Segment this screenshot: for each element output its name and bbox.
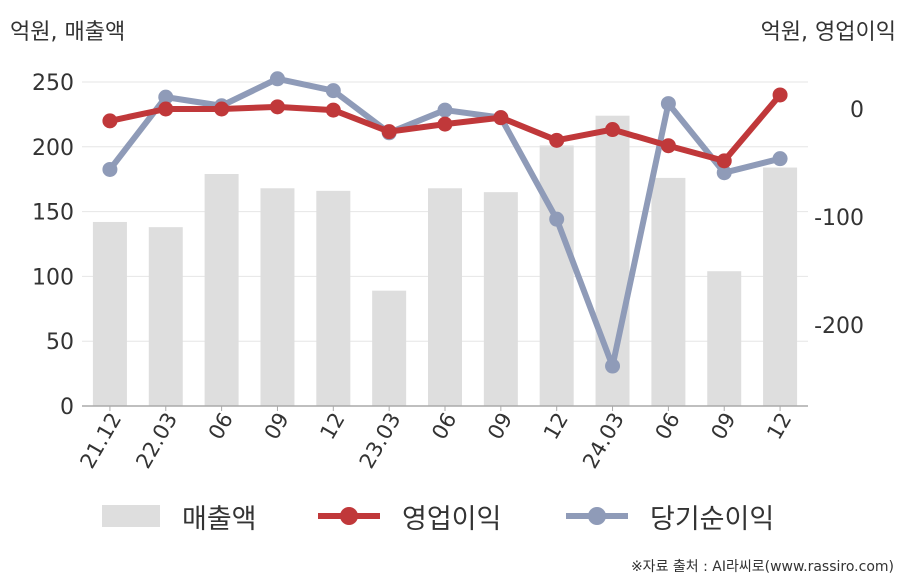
bar-revenue xyxy=(372,290,407,406)
point-operating-profit xyxy=(269,99,285,115)
right-tick-label: -100 xyxy=(814,206,864,231)
legend-item-net-income: 당기순이익 xyxy=(566,494,774,538)
x-tick-label: 09 xyxy=(260,409,294,444)
left-tick-label: 150 xyxy=(32,201,74,226)
bar-revenue xyxy=(316,190,351,406)
axes xyxy=(82,405,808,411)
legend-label-operating-profit: 영업이익 xyxy=(402,503,502,535)
point-net-income xyxy=(269,71,285,87)
point-operating-profit xyxy=(437,116,453,132)
point-operating-profit xyxy=(772,87,788,103)
x-tick-label: 09 xyxy=(706,409,740,444)
bar-revenue xyxy=(483,192,518,406)
point-net-income xyxy=(660,96,676,112)
point-net-income xyxy=(605,358,621,374)
point-operating-profit xyxy=(660,138,676,154)
legend-swatch-revenue xyxy=(102,505,160,527)
right-tick-label: 0 xyxy=(850,98,864,123)
point-operating-profit xyxy=(214,101,230,117)
left-tick-label: 100 xyxy=(32,265,74,290)
legend-item-operating-profit: 영업이익 xyxy=(318,494,501,538)
legend-label-revenue: 매출액 xyxy=(182,503,257,535)
x-tick-label: 06 xyxy=(204,409,238,444)
point-operating-profit xyxy=(716,153,732,169)
point-net-income xyxy=(437,102,453,118)
bar-revenue xyxy=(707,271,742,406)
point-operating-profit xyxy=(381,124,397,140)
x-tick-label: 06 xyxy=(427,409,461,444)
legend-swatch-operating-profit xyxy=(318,505,380,527)
point-net-income xyxy=(102,161,118,177)
bar-revenue xyxy=(763,167,798,406)
left-tick-label: 200 xyxy=(32,136,74,161)
bar-revenue xyxy=(651,177,686,406)
bar-revenue xyxy=(92,221,127,406)
point-operating-profit xyxy=(102,113,118,129)
left-tick-label: 50 xyxy=(46,330,74,355)
x-axis-ticks: 21.12 22.03 06 09 12 23.03 06 09 12 24.03 06 09 12 xyxy=(75,409,796,473)
left-tick-label: 250 xyxy=(32,71,74,96)
bar-revenue xyxy=(204,174,239,406)
point-operating-profit xyxy=(158,101,174,117)
x-tick-label: 09 xyxy=(483,409,517,444)
legend-item-revenue: 매출액 xyxy=(102,494,257,538)
point-net-income xyxy=(549,211,565,227)
right-axis-unit: 억원, 영업이익 xyxy=(760,20,896,45)
bar-revenue xyxy=(260,188,295,406)
bar-revenue xyxy=(539,145,574,406)
point-net-income xyxy=(772,151,788,167)
right-tick-label: -200 xyxy=(814,314,864,339)
left-tick-label: 0 xyxy=(60,395,74,420)
point-operating-profit xyxy=(493,110,509,126)
left-axis-unit: 억원, 매출액 xyxy=(10,20,126,45)
x-tick-label: 12 xyxy=(762,409,796,444)
point-net-income xyxy=(325,83,341,99)
point-operating-profit xyxy=(605,122,621,138)
source-credit: ※자료 출처 : AI라씨로(www.rassiro.com) xyxy=(630,559,894,575)
left-axis-ticks: 0 50 100 150 200 250 xyxy=(32,71,74,420)
legend-swatch-net-income xyxy=(566,505,628,527)
x-tick-label: 06 xyxy=(651,409,685,444)
bar-series-revenue xyxy=(92,115,798,407)
bar-revenue xyxy=(428,188,462,406)
point-net-income xyxy=(158,89,174,105)
x-tick-label: 22.03 xyxy=(131,409,182,473)
legend-label-net-income: 당기순이익 xyxy=(650,503,775,535)
x-tick-label: 21.12 xyxy=(75,409,126,473)
x-tick-label: 23.03 xyxy=(355,409,406,473)
legend: 매출액 영업이익 당기순이익 xyxy=(0,494,908,538)
point-net-income xyxy=(716,165,732,181)
point-operating-profit xyxy=(325,102,341,118)
x-tick-label: 12 xyxy=(315,409,349,444)
bar-revenue xyxy=(148,227,183,406)
line-series xyxy=(102,71,788,374)
combo-chart: 0 50 100 150 200 250 0 -100 -200 21.12 22.03 06 09… xyxy=(32,71,864,473)
point-operating-profit xyxy=(549,132,565,148)
right-axis-ticks: 0 -100 -200 xyxy=(814,98,864,339)
x-tick-label: 24.03 xyxy=(578,409,629,473)
x-tick-label: 12 xyxy=(539,409,573,444)
